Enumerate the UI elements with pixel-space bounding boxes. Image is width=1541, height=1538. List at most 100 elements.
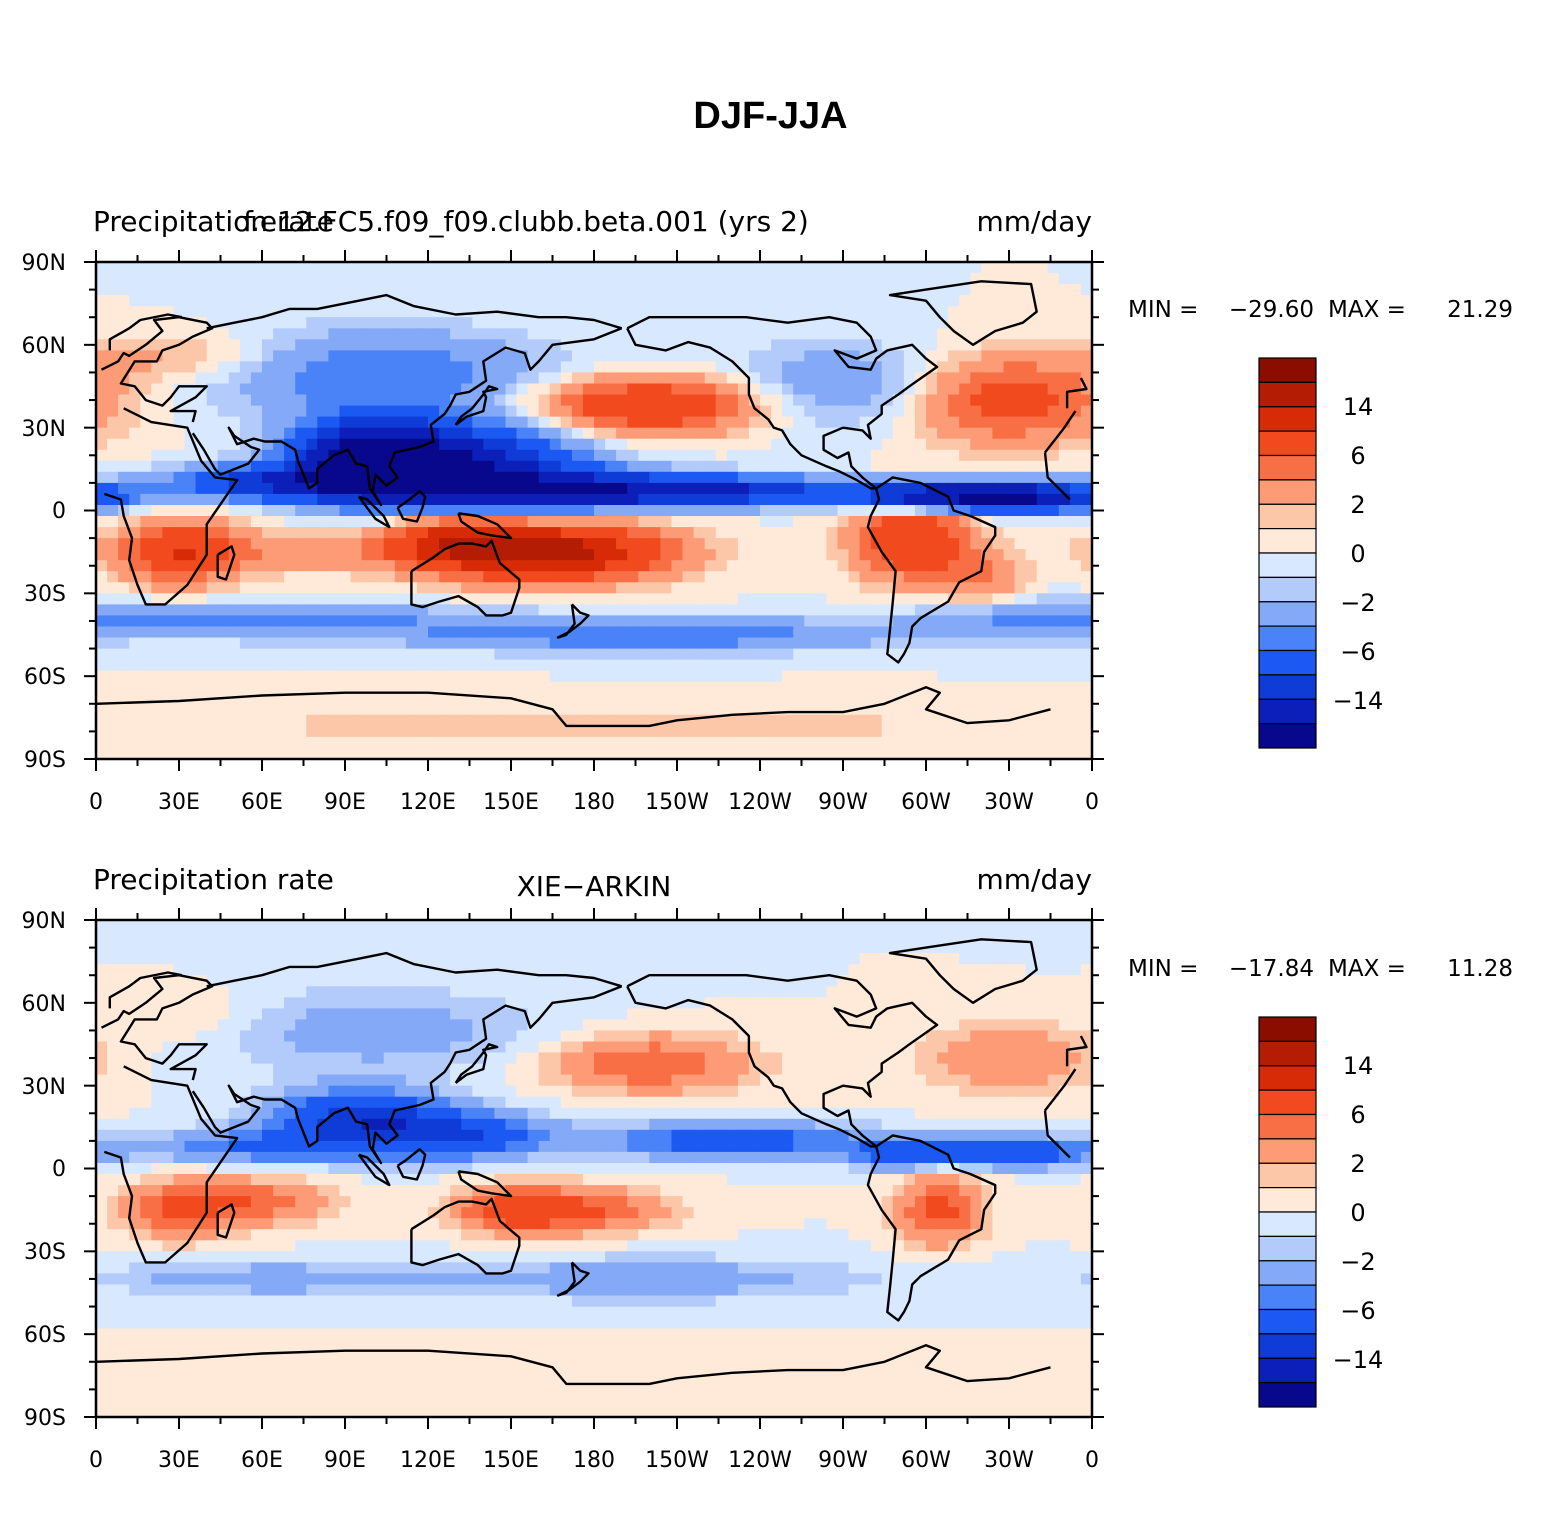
precip-cell: [361, 383, 374, 396]
precip-cell: [660, 449, 673, 462]
precip-cell: [273, 604, 285, 616]
precip-cell: [140, 942, 152, 954]
precip-cell: [416, 659, 429, 672]
precip-cell: [605, 405, 617, 418]
precip-cell: [273, 593, 285, 605]
precip-cell: [250, 953, 263, 965]
precip-cell: [494, 703, 507, 716]
precip-cell: [616, 427, 628, 440]
precip-cell: [450, 593, 462, 605]
precip-cell: [162, 449, 175, 462]
precip-cell: [903, 920, 916, 932]
precip-cell: [328, 538, 341, 550]
precip-cell: [273, 931, 285, 943]
precip-cell: [704, 328, 717, 340]
precip-cell: [129, 615, 141, 627]
precip-cell: [815, 637, 827, 650]
precip-cell: [848, 284, 861, 296]
precip-cell: [582, 416, 595, 429]
precip-cell: [339, 416, 352, 429]
precip-cell: [870, 571, 883, 583]
precip-cell: [937, 262, 949, 274]
precip-cell: [295, 516, 307, 528]
precip-cell: [826, 659, 839, 672]
precip-cell: [804, 920, 816, 932]
precip-cell: [1058, 920, 1071, 932]
precip-cell: [704, 427, 717, 440]
precip-cell: [1069, 593, 1082, 605]
precip-cell: [328, 416, 341, 429]
precip-cell: [350, 582, 363, 594]
precip-cell: [527, 571, 540, 583]
precip-cell: [903, 527, 916, 539]
precip-cell: [295, 273, 307, 285]
precip-cell: [605, 703, 617, 716]
precip-cell: [228, 964, 241, 976]
precip-cell: [804, 383, 816, 396]
precip-cell: [549, 482, 562, 495]
precip-cell: [472, 339, 484, 351]
precip-cell: [162, 516, 175, 528]
precip-cell: [284, 604, 296, 616]
precip-cell: [649, 505, 661, 517]
colorbar-swatch: [1258, 722, 1317, 749]
precip-cell: [605, 1008, 617, 1020]
precip-cell: [295, 295, 307, 307]
precip-cell: [184, 964, 197, 976]
precip-cell: [162, 648, 175, 661]
precip-cell: [129, 383, 141, 396]
precip-cell: [959, 648, 971, 661]
precip-cell: [239, 538, 252, 550]
precip-cell: [284, 295, 296, 307]
precip-cell: [571, 725, 584, 738]
precip-cell: [162, 725, 175, 738]
precip-cell: [306, 438, 318, 451]
precip-cell: [372, 273, 385, 285]
precip-cell: [560, 953, 573, 965]
precip-cell: [782, 449, 794, 462]
precip-cell: [96, 615, 108, 627]
precip-cell: [405, 527, 418, 539]
precip-cell: [660, 593, 673, 605]
precip-cell: [1080, 681, 1092, 694]
precip-cell: [926, 648, 938, 661]
precip-cell: [383, 748, 396, 759]
precip-cell: [892, 405, 905, 418]
precip-cell: [926, 317, 938, 329]
precip-cell: [837, 942, 850, 954]
precip-cell: [527, 604, 540, 616]
precip-cell: [859, 703, 872, 716]
precip-cell: [450, 372, 462, 384]
precip-cell: [472, 920, 484, 932]
precip-cell: [627, 725, 639, 738]
precip-cell: [494, 659, 507, 672]
precip-cell: [737, 659, 750, 672]
precip-cell: [505, 405, 518, 418]
precip-cell: [538, 986, 551, 998]
precip-cell: [228, 659, 241, 672]
precip-cell: [516, 471, 529, 484]
precip-cell: [859, 692, 872, 705]
precip-cell: [704, 953, 717, 965]
precip-cell: [627, 593, 639, 605]
precip-cell: [594, 538, 606, 550]
precip-cell: [748, 306, 761, 318]
precip-cell: [1025, 975, 1038, 987]
precip-cell: [627, 538, 639, 550]
precip-cell: [560, 931, 573, 943]
precip-cell: [273, 648, 285, 661]
precip-cell: [605, 394, 617, 407]
precip-cell: [250, 350, 263, 362]
precip-cell: [129, 648, 141, 661]
precip-cell: [361, 372, 374, 384]
precip-cell: [616, 571, 628, 583]
precip-cell: [748, 736, 761, 749]
precip-cell: [693, 725, 706, 738]
precip-cell: [328, 438, 341, 451]
precip-cell: [660, 405, 673, 418]
precip-cell: [837, 626, 850, 639]
precip-cell: [726, 527, 739, 539]
precip-cell: [682, 350, 695, 362]
precip-cell: [405, 317, 418, 329]
precip-cell: [660, 931, 673, 943]
